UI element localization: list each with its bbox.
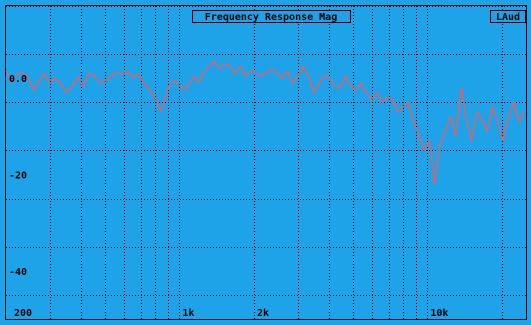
series-layer xyxy=(5,60,525,185)
channel-label: LAud xyxy=(496,12,520,23)
x-tick-label: 1k xyxy=(182,308,194,319)
tick-labels: 0.0 -20 -40 200 1k 2k 10k xyxy=(9,74,448,319)
chart-title: Frequency Response Mag xyxy=(205,12,337,23)
y-tick-label: 0.0 xyxy=(9,74,27,85)
y-tick-label: -20 xyxy=(9,171,27,182)
title-box: Frequency Response Mag xyxy=(192,10,351,23)
x-tick-label: 2k xyxy=(257,308,269,319)
plot-frame xyxy=(5,5,527,320)
series-line-0 xyxy=(5,60,525,185)
grid xyxy=(6,6,526,319)
x-tick-label: 10k xyxy=(430,308,448,319)
x-tick-label: 200 xyxy=(14,308,32,319)
y-tick-label: -40 xyxy=(9,267,27,278)
channel-box: LAud xyxy=(490,10,526,23)
